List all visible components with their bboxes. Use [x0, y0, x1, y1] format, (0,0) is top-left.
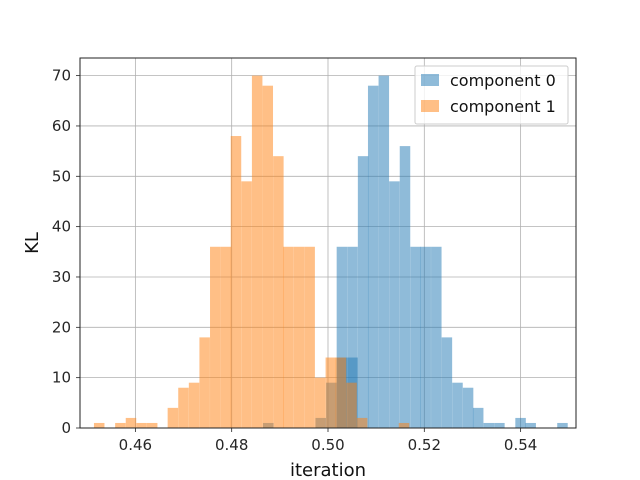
- legend-swatch-component-1: [421, 100, 439, 112]
- bar-component-0-5: [336, 246, 348, 428]
- bar-component-0-15: [441, 337, 453, 428]
- y-tick-label-6: 60: [52, 117, 71, 135]
- x-tick-label-0: 0.46: [119, 436, 152, 454]
- bar-component-0-7: [357, 156, 369, 428]
- bar-component-1-6: [178, 387, 189, 428]
- bar-component-1-7: [188, 382, 200, 428]
- bar-component-1-15: [273, 156, 284, 428]
- bar-component-1-13: [251, 75, 263, 428]
- bar-component-1-23: [356, 417, 368, 428]
- legend: component 0 component 1: [414, 65, 569, 125]
- bar-component-0-18: [472, 407, 484, 428]
- bar-component-1-8: [199, 337, 210, 428]
- bar-component-1-21: [335, 357, 347, 428]
- y-tick-label-0: 0: [61, 419, 71, 437]
- bar-component-1-9: [210, 246, 221, 428]
- bar-component-0-6: [347, 246, 358, 428]
- x-axis-label: iteration: [290, 460, 366, 480]
- bar-component-1-1: [115, 422, 126, 428]
- bar-component-1-3: [136, 422, 147, 428]
- bar-component-0-11: [399, 146, 411, 428]
- bar-component-0-14: [431, 246, 442, 428]
- x-axis-ticks: 0.46 0.48 0.50 0.52 0.54: [119, 428, 537, 454]
- bar-component-0-8: [367, 85, 379, 428]
- bar-component-1-4: [146, 422, 158, 428]
- bar-component-1-20: [325, 357, 337, 428]
- bar-component-1-22: [346, 382, 357, 428]
- y-tick-label-5: 50: [52, 167, 71, 185]
- legend-label-component-0: component 0: [450, 71, 556, 90]
- bar-component-1-0: [93, 422, 105, 428]
- bar-component-1-17: [293, 246, 305, 428]
- bar-component-1-11: [230, 136, 242, 428]
- bar-component-0-23: [557, 422, 568, 428]
- bar-component-1-2: [125, 417, 137, 428]
- bar-component-0-12: [410, 246, 421, 428]
- y-axis-label: KL: [22, 232, 43, 254]
- x-tick-label-4: 0.54: [504, 436, 537, 454]
- y-tick-label-2: 20: [52, 318, 71, 336]
- y-tick-label-3: 30: [52, 268, 71, 286]
- bar-component-0-10: [389, 181, 400, 428]
- bar-component-1-19: [314, 377, 326, 428]
- y-tick-label-7: 70: [52, 67, 71, 85]
- bar-component-1-12: [241, 181, 252, 428]
- legend-swatch-component-0: [421, 74, 439, 86]
- y-tick-label-4: 40: [52, 218, 71, 236]
- y-tick-label-1: 10: [52, 369, 71, 387]
- bar-component-0-21: [515, 417, 526, 428]
- bar-component-1-16: [283, 246, 294, 428]
- histogram-bars: [93, 75, 568, 428]
- legend-frame: [414, 65, 569, 125]
- bar-component-0-9: [378, 75, 390, 428]
- y-axis-ticks: 0 10 20 30 40 50 60 70: [52, 67, 80, 437]
- x-tick-label-1: 0.48: [215, 436, 248, 454]
- x-tick-label-3: 0.52: [408, 436, 441, 454]
- bar-component-0-13: [420, 246, 431, 428]
- bar-component-1-14: [262, 85, 274, 428]
- bar-component-0-17: [462, 387, 474, 428]
- x-tick-label-2: 0.50: [311, 436, 344, 454]
- bar-component-1-24: [398, 422, 410, 428]
- bar-component-0-20: [494, 422, 505, 428]
- bar-component-0-22: [525, 422, 536, 428]
- bar-component-1-10: [220, 246, 232, 428]
- bar-component-1-18: [304, 246, 315, 428]
- bar-component-1-5: [167, 407, 179, 428]
- bar-component-0-19: [483, 422, 495, 428]
- legend-label-component-1: component 1: [450, 97, 556, 116]
- bar-component-0-16: [452, 382, 463, 428]
